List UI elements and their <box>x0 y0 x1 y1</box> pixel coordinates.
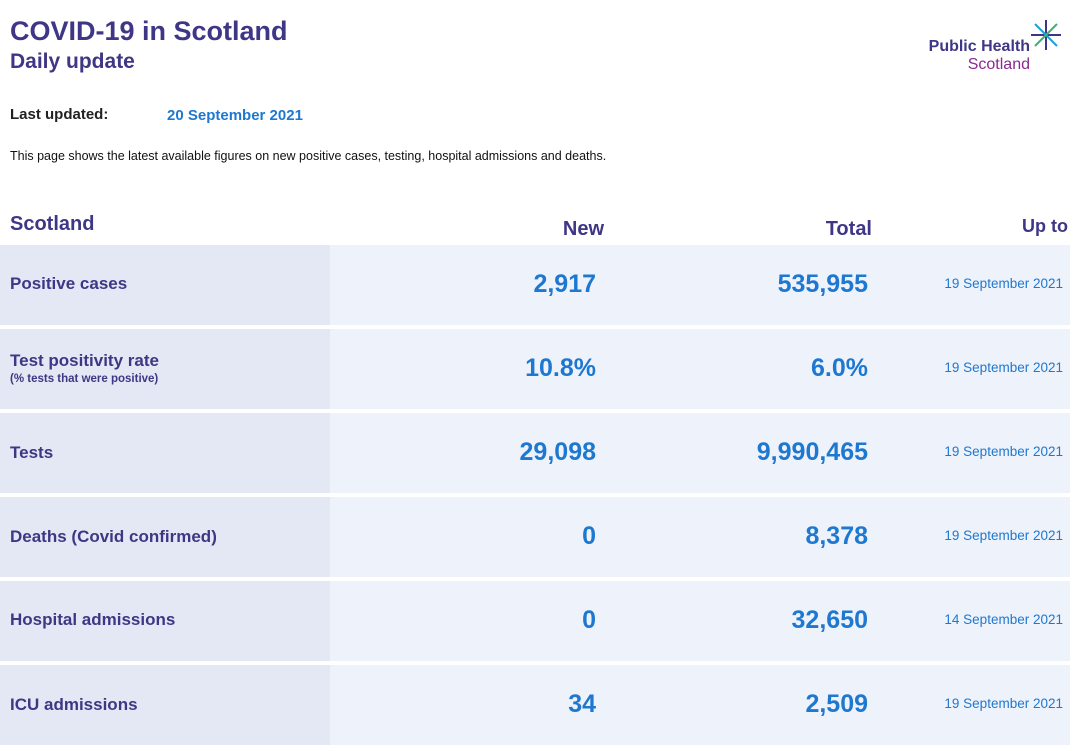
row-new-value: 34 <box>568 690 596 718</box>
row-date: 19 September 2021 <box>944 276 1063 291</box>
row-test-positivity: Test positivity rate (% tests that were … <box>0 329 1070 409</box>
row-label-cell <box>0 245 330 325</box>
row-hospital-admissions: Hospital admissions 0 32,650 14 Septembe… <box>0 581 1070 661</box>
row-label: Test positivity rate <box>10 351 159 370</box>
row-deaths: Deaths (Covid confirmed) 0 8,378 19 Sept… <box>0 497 1070 577</box>
row-total-value: 8,378 <box>805 522 868 550</box>
row-positive-cases: Positive cases 2,917 535,955 19 Septembe… <box>0 245 1070 325</box>
row-new-value: 0 <box>582 606 596 634</box>
last-updated-label: Last updated: <box>10 106 109 123</box>
phs-logo: Public Health Scotland <box>915 18 1075 80</box>
row-date: 19 September 2021 <box>944 696 1063 711</box>
page-title: COVID-19 in Scotland <box>10 16 288 46</box>
row-date: 14 September 2021 <box>944 612 1063 627</box>
row-date: 19 September 2021 <box>944 444 1063 459</box>
row-label-cell <box>0 665 330 745</box>
logo-line1: Public Health <box>928 38 1030 55</box>
row-label-cell <box>0 497 330 577</box>
row-new-value: 29,098 <box>519 438 596 466</box>
logo-line2: Scotland <box>967 56 1030 73</box>
header-scotland: Scotland <box>10 213 95 235</box>
row-label: ICU admissions <box>10 695 138 714</box>
header-total: Total <box>825 218 872 240</box>
row-total-value: 2,509 <box>805 690 868 718</box>
row-new-value: 2,917 <box>533 270 596 298</box>
row-label-cell <box>0 329 330 409</box>
header-new: New <box>562 218 604 240</box>
star-icon <box>1031 20 1061 50</box>
row-label: Deaths (Covid confirmed) <box>10 527 217 546</box>
row-date: 19 September 2021 <box>944 528 1063 543</box>
row-total-value: 9,990,465 <box>756 438 868 466</box>
header-up-to: Up to <box>1022 216 1068 236</box>
row-label: Hospital admissions <box>10 610 176 629</box>
last-updated-value: 20 September 2021 <box>167 107 303 124</box>
row-icu-admissions: ICU admissions 34 2,509 19 September 202… <box>0 665 1070 745</box>
row-total-value: 6.0% <box>811 354 868 382</box>
row-new-value: 10.8% <box>525 354 596 382</box>
row-label-cell <box>0 413 330 493</box>
row-sublabel: (% tests that were positive) <box>10 373 159 385</box>
row-label-cell <box>0 581 330 661</box>
page-subtitle: Daily update <box>10 50 135 73</box>
row-total-value: 535,955 <box>777 270 868 298</box>
intro-text: This page shows the latest available fig… <box>10 149 607 163</box>
row-new-value: 0 <box>582 522 596 550</box>
row-label: Tests <box>10 443 54 462</box>
row-tests: Tests 29,098 9,990,465 19 September 2021 <box>0 413 1070 493</box>
row-date: 19 September 2021 <box>944 360 1063 375</box>
row-label: Positive cases <box>10 274 128 293</box>
row-total-value: 32,650 <box>791 606 868 634</box>
